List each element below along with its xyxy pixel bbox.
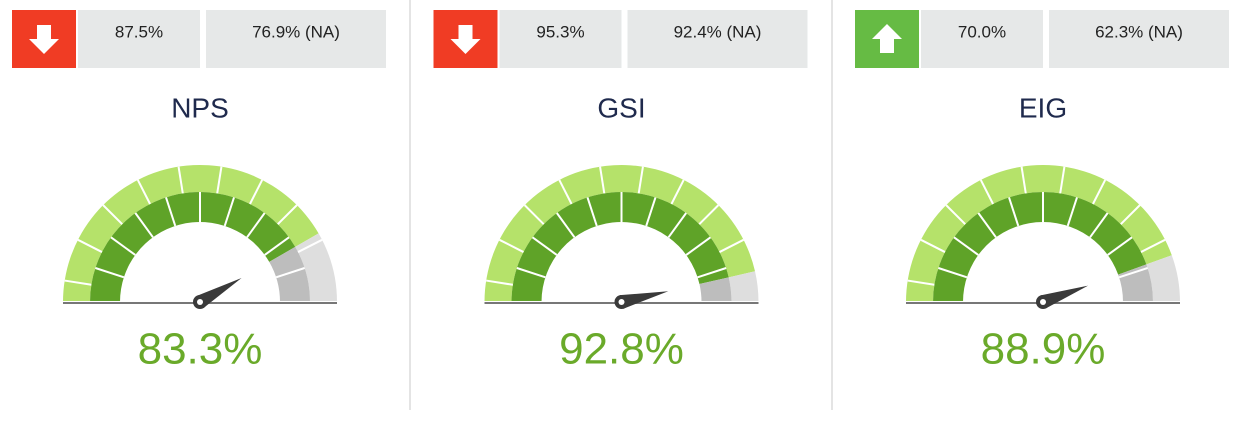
gauge-divider xyxy=(1107,236,1133,256)
gauge-divider xyxy=(719,238,745,253)
benchmark: 92.4% (NA) xyxy=(674,22,762,41)
widget-title: NPS xyxy=(171,92,229,123)
benchmark: 76.9% (NA) xyxy=(252,22,340,41)
widget: 87.5% 76.9% (NA) NPS 83.3% xyxy=(12,10,386,374)
gauge-needle xyxy=(196,277,242,309)
gauge-divider xyxy=(1008,197,1020,227)
gauge-divider xyxy=(685,236,712,256)
gauge-divider xyxy=(599,166,606,194)
gauge-divider xyxy=(516,267,546,279)
gauge-inner-rest xyxy=(269,246,310,302)
gauge-divider xyxy=(136,179,151,205)
gauge-inner-fill xyxy=(511,191,729,302)
benchmark: 62.3% (NA) xyxy=(1095,22,1183,41)
trend-arrow xyxy=(29,25,59,54)
gauge-outer-fill xyxy=(63,164,319,302)
gauge-outer-rest xyxy=(1146,255,1180,302)
gauge-inner-fill xyxy=(90,192,296,302)
gauge-divider xyxy=(134,212,154,238)
gauge-divider xyxy=(637,166,644,194)
gauge-needle xyxy=(619,291,669,309)
gauge-divider xyxy=(486,279,514,286)
gauge-needle xyxy=(1040,285,1089,309)
trend-arrow xyxy=(872,24,902,53)
gauge-divider xyxy=(531,236,558,256)
gauge-divider xyxy=(110,236,136,256)
gauge-value: 92.8% xyxy=(559,325,684,374)
gauge-divider xyxy=(165,197,177,227)
widget-title: EIG xyxy=(1019,92,1067,123)
gauge-divider xyxy=(249,179,264,205)
gauge-divider xyxy=(102,204,123,225)
gauge-divider xyxy=(64,279,92,286)
gauge-divider xyxy=(223,197,235,227)
stat: 70.0% xyxy=(958,22,1006,41)
widget-title: GSI xyxy=(597,92,645,123)
gauge-divider xyxy=(977,212,997,238)
gauge-divider xyxy=(177,166,184,194)
gauge-divider xyxy=(586,197,598,227)
gauge-inner-rest xyxy=(699,277,732,302)
widget: 70.0% 62.3% (NA) EIG 88.9% xyxy=(855,10,1229,374)
stat-box xyxy=(78,10,200,68)
gauge-divider xyxy=(938,267,968,279)
gauge-outer-fill xyxy=(906,164,1172,302)
gauge-divider xyxy=(264,236,290,256)
gauge-outer-rest xyxy=(728,271,759,302)
gauge-divider xyxy=(670,179,685,205)
gauge-divider xyxy=(1089,212,1109,238)
gauge-value: 88.9% xyxy=(981,325,1106,374)
stat: 87.5% xyxy=(115,22,163,41)
gauge-divider xyxy=(920,238,946,253)
gauge-divider xyxy=(1120,204,1141,225)
gauge-divider xyxy=(95,267,125,279)
benchmark-box xyxy=(627,10,808,68)
gauge-divider xyxy=(498,238,524,253)
needle-hub-dot xyxy=(1040,299,1046,305)
gauge-divider xyxy=(1059,166,1066,194)
gauge-divider xyxy=(979,179,994,205)
gauge-value: 83.3% xyxy=(138,325,263,374)
gauge-divider xyxy=(277,204,298,225)
gauge-divider xyxy=(1020,166,1027,194)
gauge-divider xyxy=(297,238,323,253)
gauge-divider xyxy=(246,212,266,238)
gauge-divider xyxy=(216,166,223,194)
needle-hub-dot xyxy=(618,299,625,305)
gauge-divider xyxy=(645,197,657,227)
benchmark-box xyxy=(1049,10,1229,68)
gauge-outer-rest xyxy=(295,233,337,302)
gauge-divider xyxy=(907,279,935,286)
gauge-divider xyxy=(1092,179,1107,205)
gauge-divider xyxy=(556,212,576,238)
stat-box xyxy=(499,10,622,68)
benchmark-box xyxy=(206,10,386,68)
gauge-divider xyxy=(523,204,545,225)
gauge-divider xyxy=(1066,197,1078,227)
gauge-divider xyxy=(667,212,687,238)
gauge-divider xyxy=(558,179,573,205)
gauge-divider xyxy=(697,267,727,279)
gauge-divider xyxy=(945,204,966,225)
gauge-divider xyxy=(698,204,720,225)
gauge-divider xyxy=(1118,267,1148,279)
trend-arrow xyxy=(450,25,481,54)
needle-hub-dot xyxy=(197,299,203,305)
gauge-divider xyxy=(77,238,103,253)
stat: 95.3% xyxy=(536,22,584,41)
gauge-divider xyxy=(1140,238,1166,253)
stat-box xyxy=(921,10,1043,68)
gauge-divider xyxy=(953,236,979,256)
gauge-outer-fill xyxy=(484,165,756,302)
gauge-divider xyxy=(275,267,305,279)
gauge-inner-fill xyxy=(933,192,1147,302)
widget: 95.3% 92.4% (NA) GSI 92.8% xyxy=(433,10,808,374)
